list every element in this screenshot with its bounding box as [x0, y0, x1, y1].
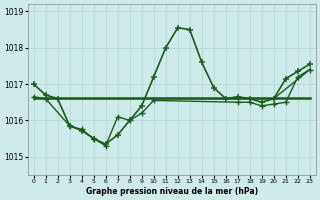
X-axis label: Graphe pression niveau de la mer (hPa): Graphe pression niveau de la mer (hPa) [86, 187, 258, 196]
